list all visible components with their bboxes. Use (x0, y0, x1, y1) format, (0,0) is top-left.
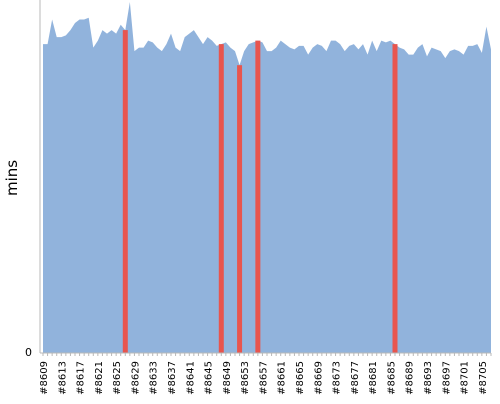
x-tick-label: #8653 (240, 361, 251, 395)
highlight-marker (237, 65, 243, 354)
series-area (43, 2, 491, 353)
x-tick-label: #8613 (57, 361, 68, 395)
x-tick-label: #8649 (222, 361, 233, 395)
x-tick-label: #8645 (204, 361, 215, 395)
x-tick-label: #8617 (76, 361, 87, 395)
x-tick-label: #8689 (405, 361, 416, 395)
x-tick-label: #8637 (167, 361, 178, 395)
x-tick-label: #8641 (185, 361, 196, 395)
x-tick-label: #8681 (368, 361, 379, 395)
series-area-group (43, 2, 491, 353)
x-tick-label: #8697 (441, 361, 452, 395)
highlight-marker (255, 40, 261, 354)
highlight-markers-group (122, 30, 398, 354)
x-tick-label: #8621 (94, 361, 105, 395)
x-tick-labels-group: #8609 #8613 #8617 #8621 #8625 #8629 #8633 #8637… (39, 361, 489, 395)
x-tick-label: #8677 (350, 361, 361, 395)
highlight-marker (122, 30, 128, 354)
x-tick-label: #8633 (149, 361, 160, 395)
x-tick-label: #8657 (258, 361, 269, 395)
x-tick-label: #8629 (130, 361, 141, 395)
x-tick-label: #8625 (112, 361, 123, 395)
axes-group (39, 0, 491, 354)
x-tick-label: #8693 (423, 361, 434, 395)
highlight-marker (392, 44, 398, 354)
x-tick-marks-group (42, 353, 492, 356)
y-tick-label: 0 (25, 346, 32, 359)
x-tick-label: #8665 (295, 361, 306, 395)
x-tick-label: #8685 (386, 361, 397, 395)
y-axis-label: mins (3, 160, 21, 196)
x-tick-label: #8701 (460, 361, 471, 395)
x-tick-label: #8609 (39, 361, 50, 395)
x-tick-label: #8661 (277, 361, 288, 395)
highlight-marker (218, 44, 224, 354)
x-tick-label: #8705 (478, 361, 489, 395)
x-tick-label: #8673 (332, 361, 343, 395)
x-tick-label: #8669 (313, 361, 324, 395)
